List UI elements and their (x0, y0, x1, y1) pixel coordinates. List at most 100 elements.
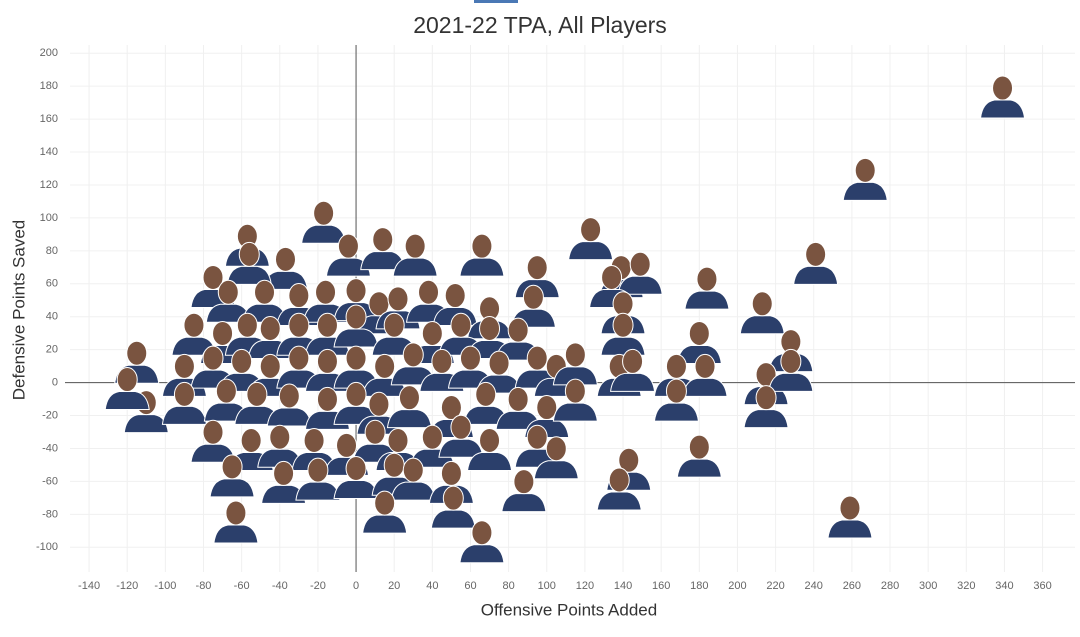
player-head (612, 312, 634, 338)
player-jersey (333, 328, 379, 348)
player-head (526, 424, 548, 450)
player-marker (266, 383, 312, 427)
player-marker (430, 485, 476, 529)
player-head (246, 381, 268, 407)
player-head (608, 467, 630, 493)
player-head (440, 395, 462, 421)
player-head (398, 385, 420, 411)
player-head (307, 457, 329, 483)
player-head (383, 452, 405, 478)
player-marker (739, 291, 785, 335)
player-jersey (459, 544, 505, 564)
x-tick-label: -120 (116, 580, 138, 592)
player-head (622, 348, 644, 374)
player-jersey (676, 458, 722, 478)
player-jersey (617, 275, 663, 295)
player-head (202, 264, 224, 290)
player-marker (459, 233, 505, 277)
player-head (780, 348, 802, 374)
x-tick-label: 280 (881, 580, 899, 592)
player-jersey (392, 257, 438, 277)
player-jersey (104, 391, 150, 411)
player-head (688, 434, 710, 460)
player-marker (684, 266, 730, 310)
y-tick-label: -20 (42, 409, 58, 421)
player-head (471, 520, 493, 546)
player-head (259, 315, 281, 341)
player-head (402, 342, 424, 368)
player-jersey (596, 491, 642, 511)
player-head (545, 436, 567, 462)
player-marker (979, 75, 1026, 119)
player-jersey (266, 407, 312, 427)
player-head (839, 495, 861, 521)
y-tick-label: -40 (42, 442, 58, 454)
player-jersey (768, 372, 814, 392)
tab-indicator (474, 0, 518, 3)
player-jersey (610, 372, 656, 392)
player-head (522, 284, 544, 310)
player-jersey (161, 405, 207, 425)
player-marker (610, 348, 656, 392)
player-jersey (739, 315, 785, 335)
player-jersey (459, 257, 505, 277)
player-head (316, 348, 338, 374)
player-marker (552, 378, 598, 422)
player-jersey (743, 409, 789, 429)
player-marker (209, 454, 255, 498)
x-tick-label: 100 (538, 580, 556, 592)
player-marker (438, 414, 484, 458)
player-jersey (438, 438, 484, 458)
player-head (459, 345, 481, 371)
player-head (665, 353, 687, 379)
player-head (755, 385, 777, 411)
x-tick-label: -80 (196, 580, 212, 592)
player-jersey (390, 481, 436, 501)
player-head (288, 312, 310, 338)
player-jersey (653, 402, 699, 422)
player-head (316, 312, 338, 338)
player-head (202, 419, 224, 445)
player-head (383, 312, 405, 338)
player-head (345, 345, 367, 371)
player-head (336, 432, 358, 458)
player-jersey (123, 414, 169, 434)
y-tick-label: 40 (46, 311, 58, 323)
player-marker (261, 460, 307, 504)
player-marker (325, 233, 371, 277)
player-head (202, 345, 224, 371)
player-head (215, 378, 237, 404)
player-head (805, 241, 827, 267)
player-head (513, 469, 535, 495)
player-head (217, 279, 239, 305)
player-marker (226, 241, 272, 285)
player-head (368, 391, 390, 417)
player-head (313, 200, 335, 226)
player-head (479, 315, 501, 341)
x-tick-label: 180 (690, 580, 708, 592)
player-head (418, 279, 440, 305)
player-head (315, 279, 337, 305)
y-tick-label: -60 (42, 475, 58, 487)
player-marker (362, 490, 408, 534)
player-marker (463, 381, 509, 425)
player-head (345, 304, 367, 330)
player-marker (596, 467, 642, 511)
player-marker (333, 455, 379, 499)
player-head (618, 447, 640, 473)
player-head (440, 460, 462, 486)
y-tick-label: 20 (46, 344, 58, 356)
x-tick-label: -100 (154, 580, 176, 592)
player-head (854, 157, 876, 183)
player-marker (104, 367, 150, 411)
player-head (450, 312, 472, 338)
player-head (345, 455, 367, 481)
player-head (564, 378, 586, 404)
player-head (665, 378, 687, 404)
player-jersey (501, 493, 547, 513)
player-head (404, 233, 426, 259)
player-head (273, 460, 295, 486)
player-head (173, 353, 195, 379)
player-marker (333, 304, 379, 348)
